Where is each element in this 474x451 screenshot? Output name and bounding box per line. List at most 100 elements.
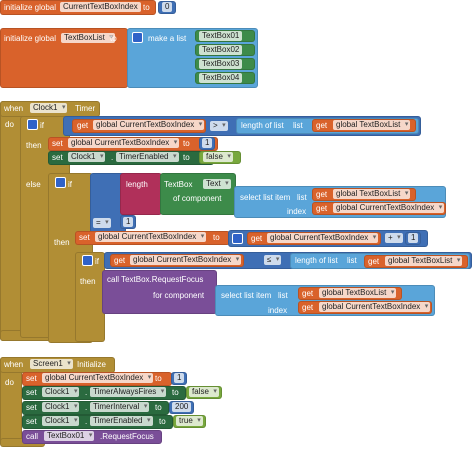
block-label: for component [153,291,205,300]
block-label: set [52,153,63,162]
mutator-icon[interactable] [232,233,243,244]
block-field[interactable]: 1 [408,233,419,243]
block-label: if [68,180,72,189]
block-field[interactable]: TimerAlwaysFires [90,387,167,397]
block-field[interactable]: global TextBoxList [385,256,463,266]
block-label: initialize global [4,3,57,12]
block-label: get [316,121,328,130]
block-field[interactable]: 200 [172,402,192,412]
block-field[interactable]: TimerInterval [90,402,150,412]
block-label: get [251,234,263,243]
block-field[interactable]: global TextBoxList [333,189,411,199]
block-label: list [347,256,357,265]
event-block [0,357,22,445]
block-label: get [302,289,314,298]
block-field[interactable]: + [385,233,403,243]
block-field[interactable]: = [93,218,111,228]
block-field[interactable]: TextBoxList [61,33,115,43]
block-label: get [368,257,380,266]
block-label: to [143,3,150,12]
block-label: Initialize [77,360,106,369]
mutator-icon[interactable] [27,119,38,130]
block-field[interactable]: TextBox01 [199,31,243,41]
block-label: list [293,121,303,130]
block-field[interactable]: TextBox02 [199,45,243,55]
block-label: TextBox [164,180,193,189]
block-field[interactable]: TextBox04 [199,73,243,83]
block-label: to [155,374,162,383]
block-field[interactable]: global CurrentTextBoxIndex [68,138,180,148]
block-label: call [26,432,39,441]
block-label: to [172,388,179,397]
block-label: when [4,104,24,113]
block-field[interactable]: ≤ [264,255,282,265]
block-field[interactable]: global CurrentTextBoxIndex [42,373,154,383]
block-field[interactable]: false [203,152,233,162]
block-label: . [111,153,114,162]
block-label: length of list [241,121,284,130]
block-label: when [4,360,24,369]
block-label: of component [173,194,222,203]
block-field[interactable]: 1 [174,373,185,383]
block-label: list [278,291,288,300]
block-field[interactable]: global CurrentTextBoxIndex [267,233,379,243]
block-label: do [5,378,14,387]
block-label: then [80,277,96,286]
block-label: set [79,233,90,242]
block-field[interactable]: TextBox01 [44,431,95,441]
block-label: to [155,403,162,412]
block-field[interactable]: 1 [202,138,213,148]
block-label: do [5,120,14,129]
block-field[interactable]: global CurrentTextBoxIndex [95,232,207,242]
block-field[interactable]: global CurrentTextBoxIndex [93,120,205,130]
block-label: . [85,388,88,397]
block-label: . [85,417,88,426]
block-field[interactable]: TimerEnabled [116,152,179,162]
block-field[interactable]: Clock1 [42,387,80,397]
block-label: index [287,207,307,216]
block-field[interactable]: 1 [123,217,134,227]
block-field[interactable]: true [176,416,203,426]
block-label: if [40,121,44,130]
block-field[interactable]: global TextBoxList [333,120,411,130]
block-label: then [54,238,70,247]
block-field[interactable]: Clock1 [42,402,80,412]
block-label: get [114,256,126,265]
block-label: list [297,193,307,202]
block-field[interactable]: global CurrentTextBoxIndex [130,255,242,265]
block-field[interactable]: 0 [162,2,173,12]
block-label: set [52,139,63,148]
block-field[interactable]: global CurrentTextBoxIndex [319,302,431,312]
block-field[interactable]: Clock1 [30,103,68,113]
mutator-icon[interactable] [132,32,143,43]
block-label: to [213,233,220,242]
block-field[interactable]: CurrentTextBoxIndex [60,2,141,12]
mutator-icon[interactable] [82,255,93,266]
block-label: .RequestFocus [100,432,154,441]
block-label: to [183,153,190,162]
block-label: get [316,204,328,213]
block-field[interactable]: global CurrentTextBoxIndex [333,203,445,213]
if-block [75,252,105,342]
block-field[interactable]: global TextBoxList [319,288,397,298]
block-label: length of list [295,256,338,265]
block-label: set [26,417,37,426]
block-field[interactable]: > [210,121,228,131]
block-field[interactable]: Clock1 [42,416,80,426]
block-field[interactable]: false [189,387,219,397]
block-label: to [183,139,190,148]
block-label: . [85,403,88,412]
text-length-block [120,173,162,215]
block-field[interactable]: Text [203,179,231,189]
block-field[interactable]: Screen1 [30,359,73,369]
block-field[interactable]: TimerEnabled [90,416,153,426]
block-label: else [26,180,41,189]
block-field[interactable]: Clock1 [68,152,106,162]
block-label: get [316,190,328,199]
block-field[interactable]: TextBox03 [199,59,243,69]
event-block [0,101,22,341]
block-label: to [110,34,117,43]
mutator-icon[interactable] [55,177,66,188]
block-label: Timer [75,104,96,113]
